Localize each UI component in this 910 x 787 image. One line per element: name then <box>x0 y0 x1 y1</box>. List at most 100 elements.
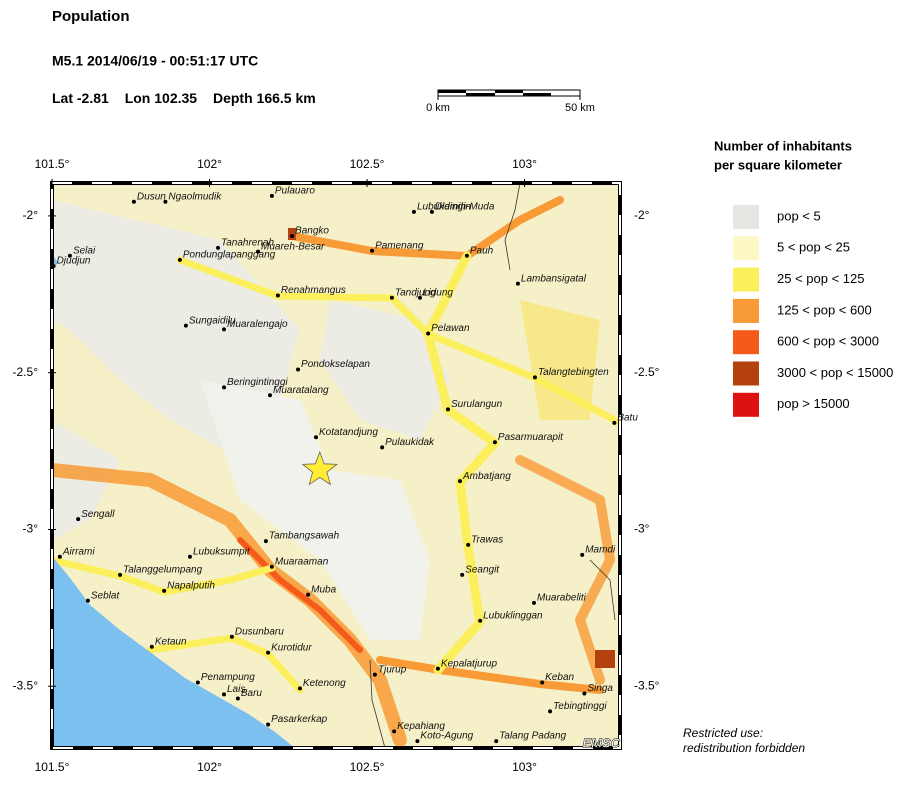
y-tick-label: -2° <box>634 208 650 222</box>
town-label: Sungaidilu <box>189 315 236 326</box>
town-dot <box>426 331 431 336</box>
footer-line: redistribution forbidden <box>683 741 805 755</box>
y-tick-label: -3.5° <box>634 678 660 692</box>
town-dot <box>256 249 261 254</box>
town-label: Muaratalang <box>273 385 329 396</box>
x-tick-label: 103° <box>512 157 537 171</box>
town-dot <box>380 445 385 450</box>
town-label: Seangit <box>465 565 500 576</box>
town-dot <box>582 691 587 696</box>
scale-end: 50 km <box>565 102 595 114</box>
town-label: Dlemih-Muda <box>435 201 495 212</box>
town-dot <box>67 253 72 258</box>
town-dot <box>540 680 545 685</box>
town-label: Muarabeliti <box>537 592 587 603</box>
town-dot <box>118 572 123 577</box>
town-dot <box>457 479 462 484</box>
x-tick-label: 103° <box>512 760 537 774</box>
town-dot <box>313 435 318 440</box>
town-dot <box>57 554 62 559</box>
town-dot <box>296 367 301 372</box>
town-label: Pondokselapan <box>301 359 370 370</box>
legend-swatch <box>733 236 759 261</box>
x-tick-label: 101.5° <box>35 760 70 774</box>
town-label: Lubukdingin <box>417 201 471 212</box>
x-tick-label: 102° <box>197 157 222 171</box>
town-dot <box>149 644 154 649</box>
town-dot <box>76 517 81 522</box>
town-dot <box>464 253 469 258</box>
town-dot <box>466 542 471 547</box>
town-label: Lais <box>227 684 245 695</box>
legend-swatch <box>733 267 759 292</box>
town-label: Tebingtinggi <box>553 701 607 712</box>
town-label: Bangko <box>295 226 329 237</box>
town-dot <box>531 600 536 605</box>
town-label: Renahmangus <box>281 285 346 296</box>
town-label: Sengall <box>81 509 115 520</box>
y-tick-label: -2.5° <box>634 365 660 379</box>
town-label: Lambansigatal <box>521 273 587 284</box>
town-label: Dusun <box>137 191 166 202</box>
town-dot <box>372 672 377 677</box>
town-dot <box>297 686 302 691</box>
town-label: Muareh-Besar <box>261 241 325 252</box>
town-label: Pamenang <box>375 240 424 251</box>
town-label: Talang Padang <box>499 731 566 742</box>
y-tick-label: -3° <box>23 522 39 536</box>
scale-bar <box>437 89 581 100</box>
town-dot <box>51 264 56 269</box>
epicenter <box>301 450 338 486</box>
town-label: Talangtebingten <box>538 367 609 378</box>
title: Population <box>52 8 130 25</box>
town-dot <box>460 572 465 577</box>
town-label: Dusunbaru <box>235 626 284 637</box>
legend-label: 3000 < pop < 15000 <box>777 365 893 380</box>
town-label: Kepalatjurup <box>441 658 498 669</box>
town-label: Tanahrenah <box>221 238 274 249</box>
town-label: Kepahiang <box>397 721 445 732</box>
town-dot <box>478 618 483 623</box>
depth-label: Depth <box>213 90 253 106</box>
town-dot <box>429 209 434 214</box>
town-dot <box>177 257 182 262</box>
town-label: Airrami <box>62 546 95 557</box>
town-label: Tjurup <box>378 664 407 675</box>
town-label: Pasarkerkap <box>271 714 328 725</box>
town-label: Seblat <box>91 590 121 601</box>
town-dot <box>532 375 537 380</box>
town-label: Napalputih <box>167 581 215 592</box>
x-tick-label: 101.5° <box>35 157 70 171</box>
town-label: Muaralengajo <box>227 319 288 330</box>
town-dot <box>515 281 520 286</box>
legend-swatch <box>733 361 759 386</box>
legend-label: pop < 5 <box>777 208 821 223</box>
town-dot <box>263 539 268 544</box>
town-dot <box>290 233 295 238</box>
legend-swatch <box>733 330 759 355</box>
town-label: Talanggelumpang <box>123 565 203 576</box>
footer-line: Restricted use: <box>683 726 763 740</box>
legend-title: Number of inhabitants <box>714 138 852 153</box>
y-tick-label: -3.5° <box>13 678 39 692</box>
town-label: Singa <box>587 683 613 694</box>
x-tick-label: 102.5° <box>350 157 385 171</box>
location: Lat -2.81 Lon 102.35 Depth 166.5 km <box>52 90 316 106</box>
depth-unit: km <box>295 90 315 106</box>
town-dot <box>275 293 280 298</box>
legend-swatch <box>733 298 759 323</box>
town-label: Batu <box>617 412 638 423</box>
lon-label: Lon <box>125 90 151 106</box>
town-dot <box>222 385 227 390</box>
legend-label: 600 < pop < 3000 <box>777 334 879 349</box>
legend-swatch <box>733 205 759 229</box>
town-dot <box>411 209 416 214</box>
town-label: Ketenong <box>303 678 346 689</box>
y-tick-label: -2.5° <box>13 365 39 379</box>
town-dot <box>222 692 227 697</box>
town-dot <box>85 598 90 603</box>
town-label: Surulangun <box>451 399 503 410</box>
town-dot <box>163 199 168 204</box>
town-dot <box>494 739 499 744</box>
y-tick-label: -3° <box>634 522 650 536</box>
